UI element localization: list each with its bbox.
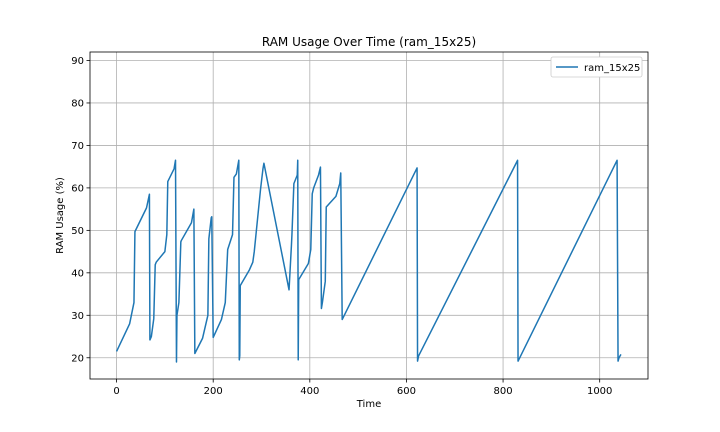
plot-frame [89, 51, 649, 380]
plot-area [90, 52, 648, 379]
series-lines [115, 159, 622, 363]
y-axis-title: RAM Usage (%) [55, 177, 66, 254]
y-tick-label: 60 [71, 183, 84, 194]
legend-box [550, 56, 643, 78]
y-tick-label: 30 [71, 311, 84, 322]
y-tick-label: 90 [71, 56, 84, 67]
x-tick-label: 1000 [587, 386, 612, 397]
x-tick-label: 0 [113, 386, 119, 397]
y-tick-label: 50 [71, 226, 84, 237]
x-tick-label: 800 [494, 386, 513, 397]
legend: ram_15x25 [550, 56, 643, 78]
x-tick-label: 600 [397, 386, 416, 397]
y-tick-label: 70 [71, 141, 84, 152]
y-tick-label: 80 [71, 98, 84, 109]
x-axis-title: Time [356, 399, 381, 410]
axis-ticks: 0 200 400 600 800 1000 20 30 40 50 60 70 80 90 [71, 56, 612, 397]
legend-label-ram_15x25: ram_15x25 [584, 63, 640, 74]
x-tick-label: 400 [300, 386, 319, 397]
y-tick-label: 40 [71, 268, 84, 279]
series-line-ram_15x25 [115, 159, 622, 363]
chart-title: RAM Usage Over Time (ram_15x25) [262, 35, 476, 49]
grid-lines [90, 52, 648, 379]
x-tick-label: 200 [204, 386, 223, 397]
y-tick-label: 20 [71, 353, 84, 364]
